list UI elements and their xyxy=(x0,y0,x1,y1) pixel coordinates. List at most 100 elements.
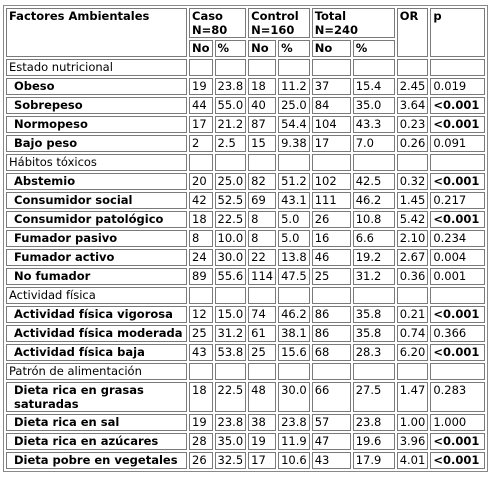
cell-or: 2.45 xyxy=(396,78,429,95)
cell-control-no: 8 xyxy=(248,230,277,247)
empty-cell xyxy=(311,287,351,304)
empty-cell xyxy=(311,59,351,76)
cell-total-no: 84 xyxy=(311,97,351,114)
table-row: Consumidor social 42 52.5 69 43.1 111 46.2 1.45… xyxy=(6,192,486,209)
cell-caso-pct: 55.6 xyxy=(214,268,247,285)
cell-control-pct: 43.1 xyxy=(278,192,310,209)
cell-total-pct: 42.5 xyxy=(352,173,395,190)
cell-or: 0.36 xyxy=(396,268,429,285)
cell-control-pct: 5.0 xyxy=(278,230,310,247)
cell-total-pct: 15.4 xyxy=(352,78,395,95)
cell-control-no: 18 xyxy=(248,78,277,95)
cell-control-pct: 30.0 xyxy=(278,382,310,412)
cell-or: 0.32 xyxy=(396,173,429,190)
cell-caso-no: 42 xyxy=(189,192,213,209)
table-row: Dieta rica en sal 19 23.8 38 23.8 57 23.8 1.00 1… xyxy=(6,414,486,431)
cell-total-pct: 19.6 xyxy=(352,433,395,450)
row-label: Fumador activo xyxy=(6,249,187,266)
cell-control-pct: 54.4 xyxy=(278,116,310,133)
header-total: Total N=240 xyxy=(311,8,395,38)
empty-cell xyxy=(189,287,213,304)
row-label: Actividad física vigorosa xyxy=(6,306,187,323)
cell-total-pct: 7.0 xyxy=(352,135,395,152)
cell-p: <0.001 xyxy=(430,452,486,469)
cell-total-no: 68 xyxy=(311,344,351,361)
empty-cell xyxy=(214,287,247,304)
cell-control-pct: 23.8 xyxy=(278,414,310,431)
table-row: Obeso 19 23.8 18 11.2 37 15.4 2.45 0.019 xyxy=(6,78,486,95)
row-label: Obeso xyxy=(6,78,187,95)
table-row: Dieta pobre en vegetales 26 32.5 17 10.6 43 17… xyxy=(6,452,486,469)
cell-total-pct: 17.9 xyxy=(352,452,395,469)
cell-or: 5.42 xyxy=(396,211,429,228)
cell-total-pct: 23.8 xyxy=(352,414,395,431)
table-row: Actividad física baja 43 53.8 25 15.6 68 28.3 6… xyxy=(6,344,486,361)
cell-or: 2.10 xyxy=(396,230,429,247)
cell-total-pct: 35.8 xyxy=(352,306,395,323)
cell-p: <0.001 xyxy=(430,433,486,450)
cell-p: 0.234 xyxy=(430,230,486,247)
cell-caso-no: 44 xyxy=(189,97,213,114)
row-label: No fumador xyxy=(6,268,187,285)
cell-control-pct: 51.2 xyxy=(278,173,310,190)
row-label: Dieta pobre en vegetales xyxy=(6,452,187,469)
cell-control-no: 87 xyxy=(248,116,277,133)
empty-cell xyxy=(430,287,486,304)
cell-or: 6.20 xyxy=(396,344,429,361)
empty-cell xyxy=(248,154,277,171)
cell-caso-pct: 55.0 xyxy=(214,97,247,114)
cell-total-no: 86 xyxy=(311,325,351,342)
cell-total-no: 43 xyxy=(311,452,351,469)
cell-control-no: 82 xyxy=(248,173,277,190)
row-label: Abstemio xyxy=(6,173,187,190)
cell-control-no: 17 xyxy=(248,452,277,469)
table-row: Consumidor patológico 18 22.5 8 5.0 26 10.8 5.4… xyxy=(6,211,486,228)
cell-or: 1.45 xyxy=(396,192,429,209)
cell-total-no: 37 xyxy=(311,78,351,95)
cell-control-no: 25 xyxy=(248,344,277,361)
cell-total-pct: 27.5 xyxy=(352,382,395,412)
cell-total-no: 47 xyxy=(311,433,351,450)
empty-cell xyxy=(248,363,277,380)
cell-control-pct: 5.0 xyxy=(278,211,310,228)
header-caso: Caso N=80 xyxy=(189,8,247,38)
cell-p: <0.001 xyxy=(430,173,486,190)
cell-caso-pct: 23.8 xyxy=(214,78,247,95)
cell-control-pct: 10.6 xyxy=(278,452,310,469)
empty-cell xyxy=(396,287,429,304)
cell-control-no: 8 xyxy=(248,211,277,228)
cell-caso-no: 19 xyxy=(189,414,213,431)
cell-caso-pct: 25.0 xyxy=(214,173,247,190)
cell-p: 0.091 xyxy=(430,135,486,152)
cell-control-pct: 11.9 xyxy=(278,433,310,450)
header-control: Control N=160 xyxy=(248,8,310,38)
section-title: Actividad física xyxy=(6,287,187,304)
cell-caso-no: 17 xyxy=(189,116,213,133)
cell-control-pct: 46.2 xyxy=(278,306,310,323)
cell-total-pct: 28.3 xyxy=(352,344,395,361)
subheader-caso-no: No xyxy=(189,40,213,57)
table-row: No fumador 89 55.6 114 47.5 25 31.2 0.36 0.001 xyxy=(6,268,486,285)
cell-control-pct: 38.1 xyxy=(278,325,310,342)
table-row: Normopeso 17 21.2 87 54.4 104 43.3 0.23 <0.001 xyxy=(6,116,486,133)
cell-caso-pct: 23.8 xyxy=(214,414,247,431)
cell-control-no: 61 xyxy=(248,325,277,342)
cell-p: <0.001 xyxy=(430,306,486,323)
cell-caso-no: 24 xyxy=(189,249,213,266)
table-row: Bajo peso 2 2.5 15 9.38 17 7.0 0.26 0.091 xyxy=(6,135,486,152)
cell-control-pct: 13.8 xyxy=(278,249,310,266)
cell-total-pct: 35.0 xyxy=(352,97,395,114)
empty-cell xyxy=(352,59,395,76)
empty-cell xyxy=(352,154,395,171)
cell-p: 0.001 xyxy=(430,268,486,285)
empty-cell xyxy=(248,59,277,76)
cell-control-pct: 47.5 xyxy=(278,268,310,285)
empty-cell xyxy=(278,363,310,380)
environmental-factors-table: Factores Ambientales Caso N=80 Control N=1… xyxy=(3,5,489,472)
subheader-total-no: No xyxy=(311,40,351,57)
section-row: Actividad física xyxy=(6,287,486,304)
empty-cell xyxy=(214,363,247,380)
row-label: Consumidor patológico xyxy=(6,211,187,228)
cell-caso-pct: 32.5 xyxy=(214,452,247,469)
cell-or: 0.74 xyxy=(396,325,429,342)
